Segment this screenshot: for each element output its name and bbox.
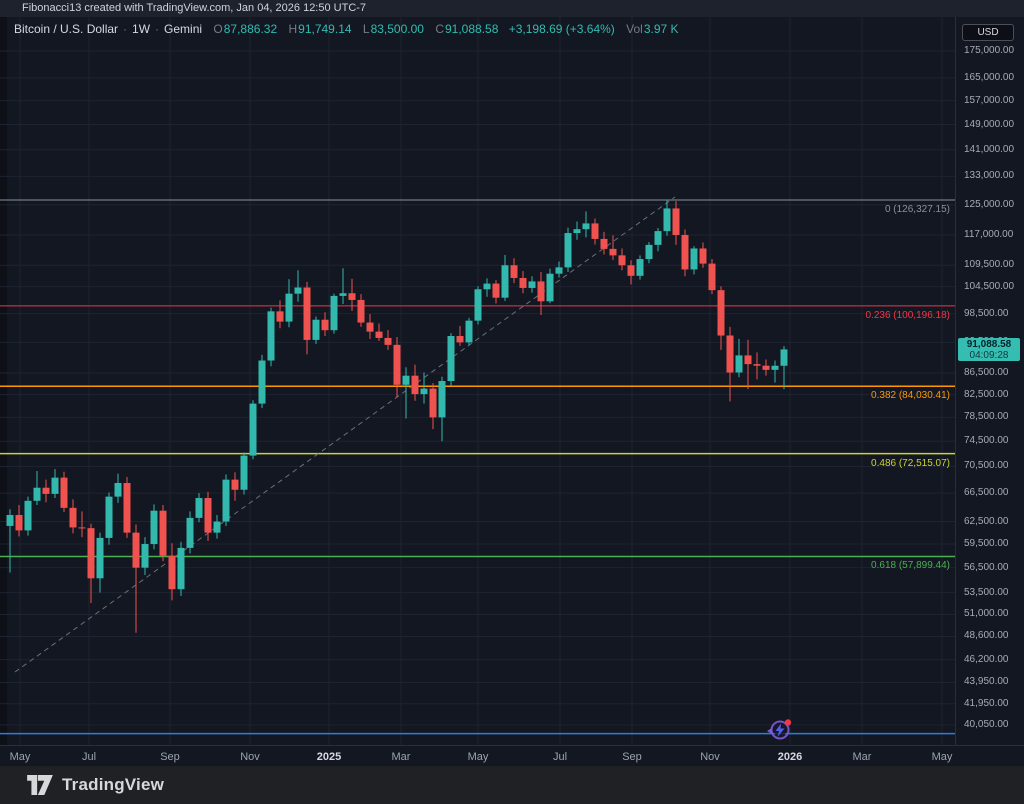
price-tick-label: 40,050.00 [964, 718, 1009, 730]
bar-countdown: 04:09:28 [969, 350, 1009, 362]
fib-level-label: 0.236 (100,196.18) [865, 309, 950, 321]
price-tick-label: 133,000.00 [964, 170, 1015, 182]
bottom-brand-bar: TradingView [0, 766, 1024, 804]
price-tick-label: 157,000.00 [964, 94, 1015, 106]
price-tick-label: 175,000.00 [964, 45, 1015, 56]
price-tick-label: 43,950.00 [964, 676, 1009, 688]
last-price-value: 91,088.58 [966, 339, 1012, 351]
time-axis-label: 2025 [316, 751, 342, 763]
chart-legend[interactable]: Bitcoin / U.S. Dollar · 1W · Gemini O87,886.… [14, 22, 679, 36]
attribution-bar: Fibonacci13 created with TradingView.com… [0, 0, 1024, 17]
time-axis-label: Sep [622, 751, 642, 763]
price-tick-label: 141,000.00 [964, 143, 1015, 155]
price-tick-label: 51,000.00 [964, 608, 1009, 620]
time-axis-label: Sep [160, 751, 180, 763]
price-tick-label: 86,500.00 [964, 367, 1009, 379]
fib-level-label: 0.486 (72,515.07) [871, 457, 950, 469]
time-axis-label: May [9, 751, 31, 763]
price-tick-label: 78,500.00 [964, 411, 1009, 423]
price-tick-label: 48,600.00 [964, 630, 1009, 642]
last-price-badge: 91,088.58 04:09:28 [958, 338, 1020, 362]
price-tick-label: 70,500.00 [964, 460, 1009, 472]
high-value: 91,749.14 [298, 22, 352, 36]
time-axis-label: Jul [552, 751, 568, 763]
lightning-event-icon[interactable] [764, 715, 794, 743]
price-tick-label: 104,500.00 [964, 280, 1015, 292]
legend-separator: · [123, 22, 128, 36]
price-tick-label: 125,000.00 [964, 198, 1015, 210]
time-axis-label: Mar [852, 751, 872, 763]
currency-toggle-button[interactable]: USD [962, 24, 1014, 41]
tradingview-logo[interactable]: TradingView [27, 775, 164, 795]
open-value: 87,886.32 [223, 22, 278, 36]
time-axis[interactable]: May Jul Sep Nov 2025 Mar May Jul Sep Nov 2026 Mar Ma… [0, 745, 1024, 766]
low-label: L [362, 22, 370, 36]
high-label: H [288, 22, 298, 36]
volume-label: Vol [626, 22, 643, 36]
volume-value: 3.97 K [643, 22, 679, 36]
price-tick-label: 41,950.00 [964, 697, 1009, 709]
price-tick-label: 74,500.00 [964, 435, 1009, 447]
time-axis-label: May [467, 751, 489, 763]
price-tick-label: 109,500.00 [964, 259, 1015, 271]
fib-level-label: 0.382 (84,030.41) [871, 390, 950, 402]
price-tick-label: 98,500.00 [964, 307, 1009, 319]
change-value: +3,198.69 (+3.64%) [508, 22, 615, 36]
price-tick-label: 66,500.00 [964, 487, 1009, 499]
price-tick-label: 53,500.00 [964, 586, 1009, 598]
open-label: O [213, 22, 223, 36]
low-value: 83,500.00 [370, 22, 424, 36]
price-tick-label: 62,500.00 [964, 515, 1009, 527]
interval-label[interactable]: 1W [132, 22, 151, 36]
price-tick-label: 117,000.00 [964, 228, 1014, 240]
fib-level-label: 0 (126,327.15) [884, 203, 950, 215]
time-axis-label: 2026 [777, 751, 803, 763]
time-axis-label: May [931, 751, 953, 763]
tradingview-glyph-icon [27, 775, 53, 795]
price-tick-label: 46,200.00 [964, 653, 1009, 665]
price-tick-label: 56,500.00 [964, 561, 1009, 573]
tradingview-logo-text: TradingView [62, 775, 165, 794]
close-value: 91,088.58 [444, 22, 499, 36]
price-tick-label: 165,000.00 [964, 71, 1015, 83]
exchange-label: Gemini [164, 22, 203, 36]
fib-level-label: 0.618 (57,899.44) [871, 560, 950, 572]
time-axis-label: Jul [81, 751, 97, 763]
time-axis-label: Nov [240, 751, 260, 763]
time-axis-label: Mar [391, 751, 411, 763]
left-edge-strip [0, 17, 7, 745]
candlestick-chart[interactable] [0, 0, 1024, 766]
close-label: C [435, 22, 444, 36]
price-tick-label: 59,500.00 [964, 538, 1009, 550]
price-tick-label: 82,500.00 [964, 388, 1009, 400]
price-tick-label: 149,000.00 [964, 118, 1015, 130]
legend-separator: · [155, 22, 160, 36]
symbol-name[interactable]: Bitcoin / U.S. Dollar [14, 22, 119, 36]
attribution-text: Fibonacci13 created with TradingView.com… [22, 2, 367, 14]
price-axis[interactable]: USD 91,088.58 04:09:28 175,000.00 165,000… [955, 17, 1024, 765]
time-axis-label: Nov [700, 751, 720, 763]
